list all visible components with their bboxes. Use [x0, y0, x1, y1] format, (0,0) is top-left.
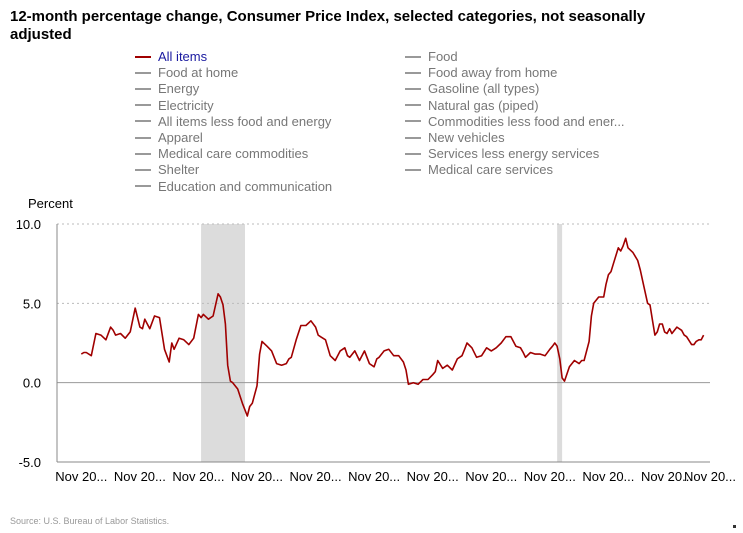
legend-label: Natural gas (piped)	[428, 97, 539, 113]
legend-swatch	[135, 55, 151, 58]
legend-swatch	[405, 104, 421, 107]
legend-label: Food at home	[158, 65, 239, 81]
legend-item[interactable]: Education and communication	[135, 179, 332, 194]
x-tick-label: Nov 20...	[684, 469, 736, 484]
legend-swatch	[405, 168, 421, 171]
legend-item[interactable]: Gasoline (all types)	[405, 81, 539, 96]
legend-swatch	[135, 152, 151, 155]
legend-label: Shelter	[158, 162, 200, 178]
legend-item[interactable]: Electricity	[135, 98, 214, 113]
legend-swatch	[405, 71, 421, 74]
x-tick-label: Nov 20...	[114, 469, 166, 484]
legend-item[interactable]: Commodities less food and ener...	[405, 114, 625, 129]
legend-swatch	[135, 185, 151, 188]
legend-label: Medical care services	[428, 162, 553, 178]
legend-swatch	[135, 136, 151, 139]
legend-swatch	[405, 87, 421, 90]
legend-swatch	[405, 55, 421, 58]
source-note: Source: U.S. Bureau of Labor Statistics.	[10, 516, 170, 526]
y-tick-label: -5.0	[19, 455, 41, 470]
corner-marker	[733, 525, 736, 528]
y-tick-label: 5.0	[23, 296, 41, 311]
x-tick-label: Nov 20...	[582, 469, 634, 484]
x-tick-label: Nov 20...	[641, 469, 693, 484]
legend-swatch	[135, 87, 151, 90]
legend-item[interactable]: Food at home	[135, 65, 238, 80]
recession-shade	[557, 224, 563, 462]
x-tick-label: Nov 20...	[524, 469, 576, 484]
legend-label: Food away from home	[428, 65, 558, 81]
x-tick-label: Nov 20...	[348, 469, 400, 484]
legend-item[interactable]: Apparel	[135, 130, 203, 145]
y-tick-label: 0.0	[23, 376, 41, 391]
legend-label: Education and communication	[158, 178, 333, 194]
x-tick-label: Nov 20...	[55, 469, 107, 484]
y-axis-label: Percent	[28, 196, 73, 211]
legend-item[interactable]: Medical care commodities	[135, 146, 308, 161]
legend-label: Medical care commodities	[158, 146, 309, 162]
legend-swatch	[405, 136, 421, 139]
x-tick-label: Nov 20...	[407, 469, 459, 484]
legend-swatch	[135, 120, 151, 123]
legend-label: Services less energy services	[428, 146, 600, 162]
y-tick-label: 10.0	[16, 217, 41, 232]
legend-item[interactable]: Natural gas (piped)	[405, 98, 539, 113]
recession-shade	[201, 224, 245, 462]
legend-item[interactable]: New vehicles	[405, 130, 505, 145]
legend-swatch	[135, 71, 151, 74]
legend-label: All items	[158, 49, 208, 64]
legend-item[interactable]: Food	[405, 49, 458, 64]
legend-label: Gasoline (all types)	[428, 81, 540, 97]
legend-label: Electricity	[158, 97, 214, 113]
x-tick-label: Nov 20...	[231, 469, 283, 484]
legend-swatch	[135, 168, 151, 171]
legend-label: Commodities less food and ener...	[428, 113, 625, 129]
legend-label: New vehicles	[428, 130, 505, 145]
legend-swatch	[405, 120, 421, 123]
legend-label: Energy	[158, 81, 200, 97]
legend-label: Apparel	[158, 130, 203, 145]
legend-swatch	[405, 152, 421, 155]
legend-item[interactable]: Energy	[135, 81, 199, 96]
series-line-all-items	[80, 237, 705, 417]
legend-item[interactable]: Services less energy services	[405, 146, 599, 161]
legend-item[interactable]: All items	[135, 49, 207, 64]
legend-item[interactable]: Food away from home	[405, 65, 557, 80]
chart-title: 12-month percentage change, Consumer Pri…	[10, 8, 646, 43]
legend-item[interactable]: All items less food and energy	[135, 114, 331, 129]
x-tick-label: Nov 20...	[290, 469, 342, 484]
x-tick-label: Nov 20...	[465, 469, 517, 484]
legend-item[interactable]: Shelter	[135, 162, 199, 177]
legend-swatch	[135, 104, 151, 107]
legend-label: Food	[428, 49, 458, 64]
legend-item[interactable]: Medical care services	[405, 162, 553, 177]
legend-label: All items less food and energy	[158, 113, 332, 129]
x-tick-label: Nov 20...	[172, 469, 224, 484]
